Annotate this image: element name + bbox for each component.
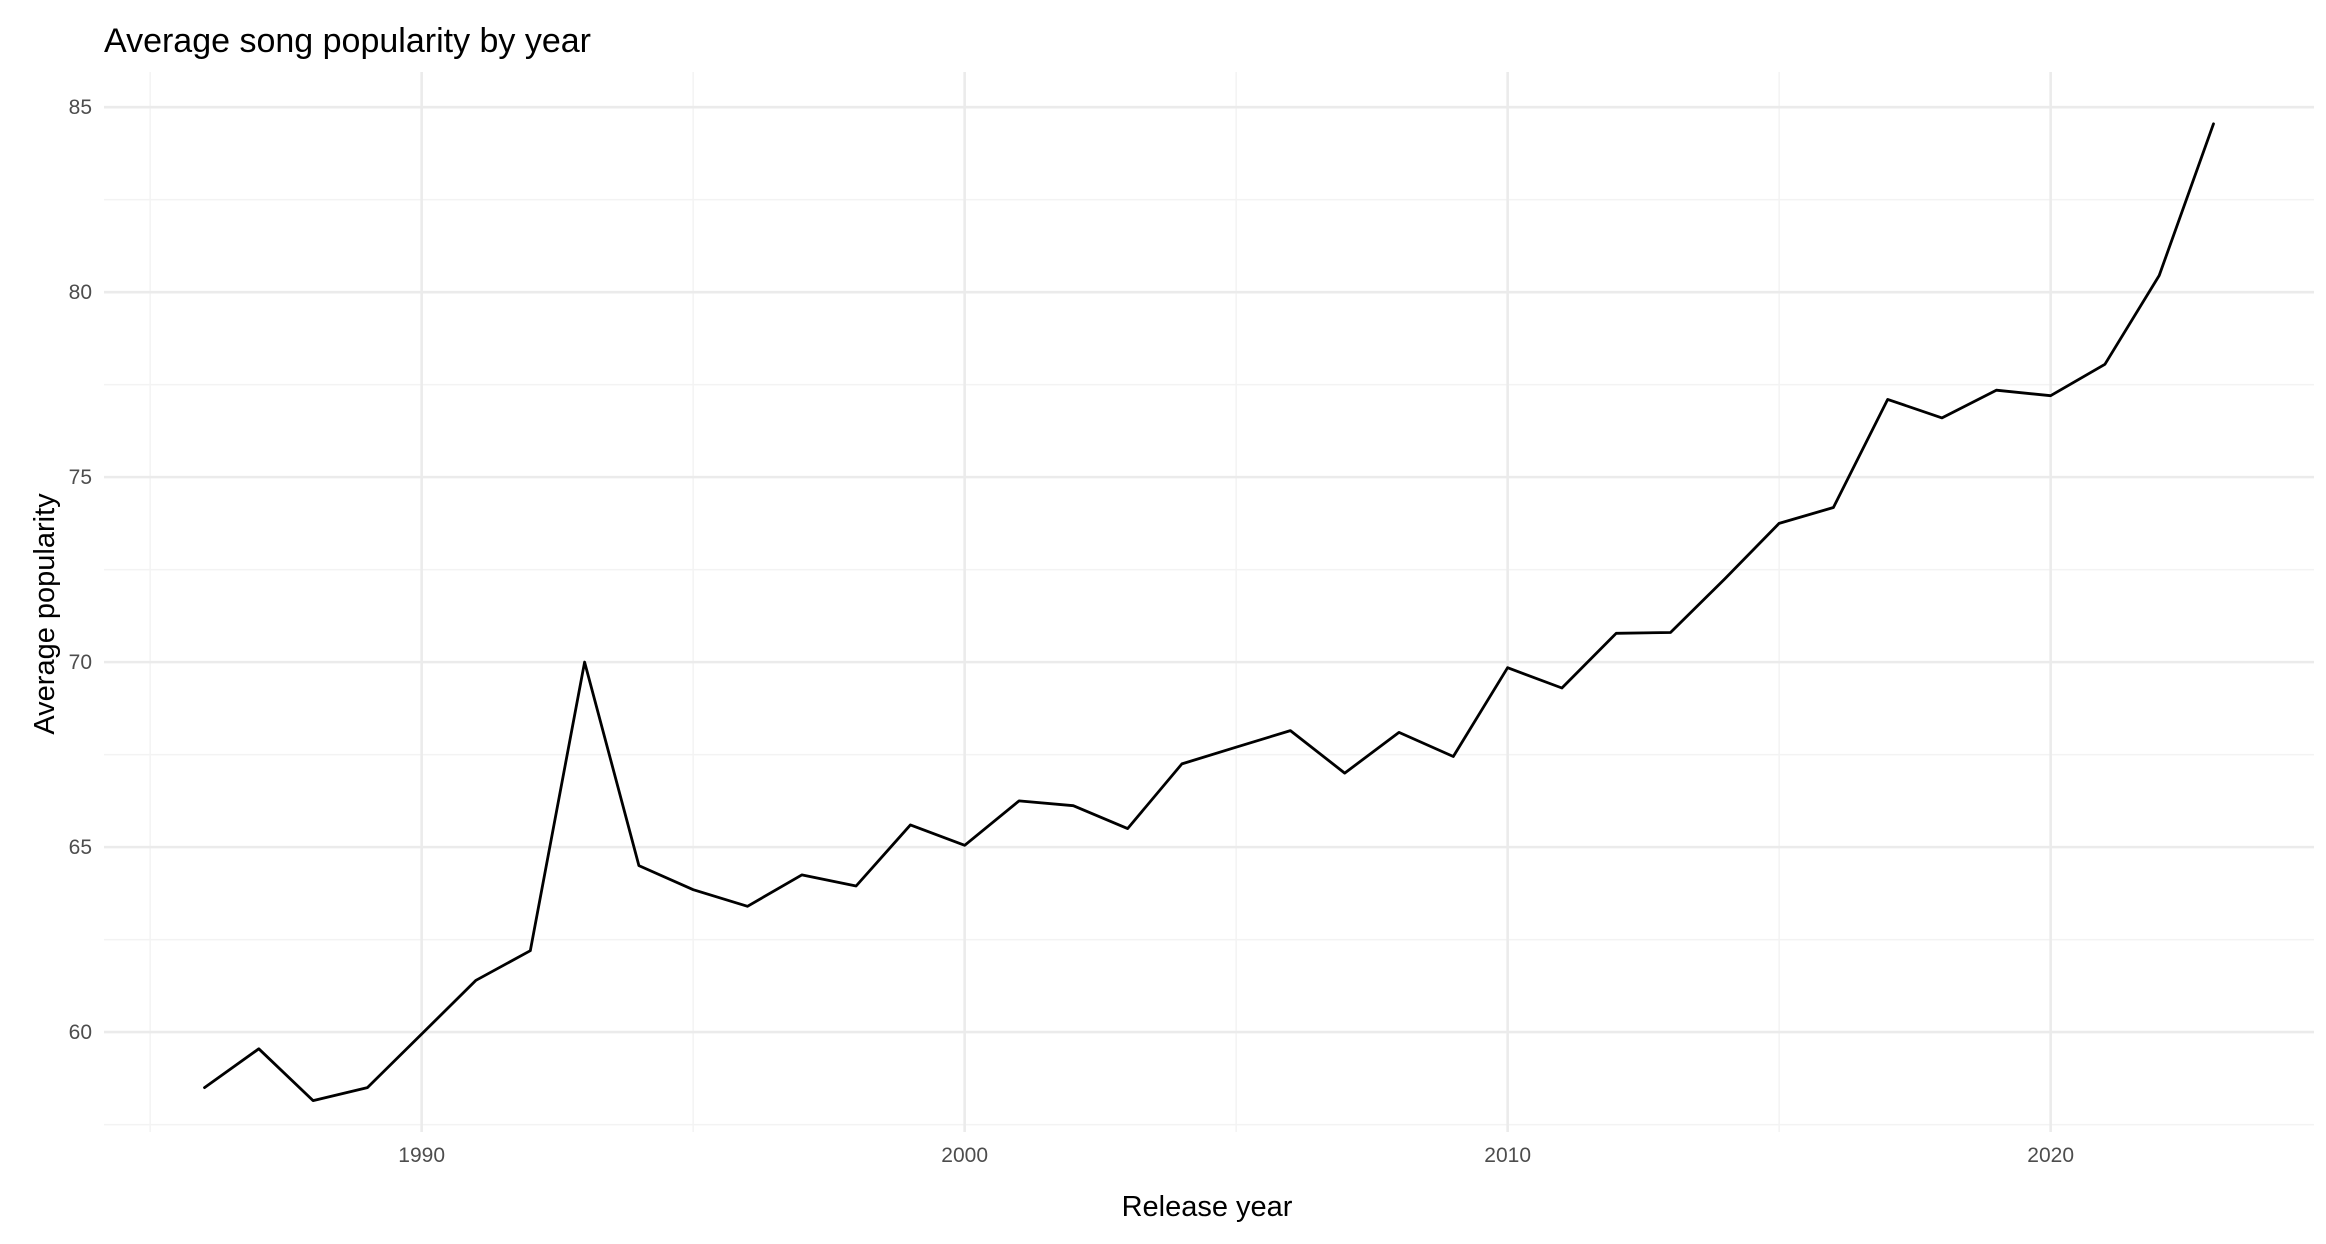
- chart-title: Average song popularity by year: [104, 22, 591, 60]
- y-tick-label: 85: [69, 96, 92, 119]
- x-tick-label: 2000: [941, 1144, 988, 1167]
- series-line: [203, 122, 2215, 1102]
- y-tick-label: 60: [69, 1021, 92, 1044]
- x-tick-label: 2010: [1484, 1144, 1531, 1167]
- x-tick-label: 2020: [2027, 1144, 2074, 1167]
- y-tick-label: 75: [69, 466, 92, 489]
- y-tick-label: 80: [69, 281, 92, 304]
- y-tick-label: 70: [69, 651, 92, 674]
- y-tick-label: 65: [69, 836, 92, 859]
- y-axis-title: Average popularity: [29, 493, 61, 735]
- x-axis-title: Release year: [1122, 1191, 1293, 1223]
- axis-ticks: 1990 2000 2010 2020 60 65 70 75 80 85: [69, 96, 2074, 1167]
- x-tick-label: 1990: [398, 1144, 445, 1167]
- grid: [104, 72, 2314, 1132]
- series-layer: [203, 122, 2215, 1102]
